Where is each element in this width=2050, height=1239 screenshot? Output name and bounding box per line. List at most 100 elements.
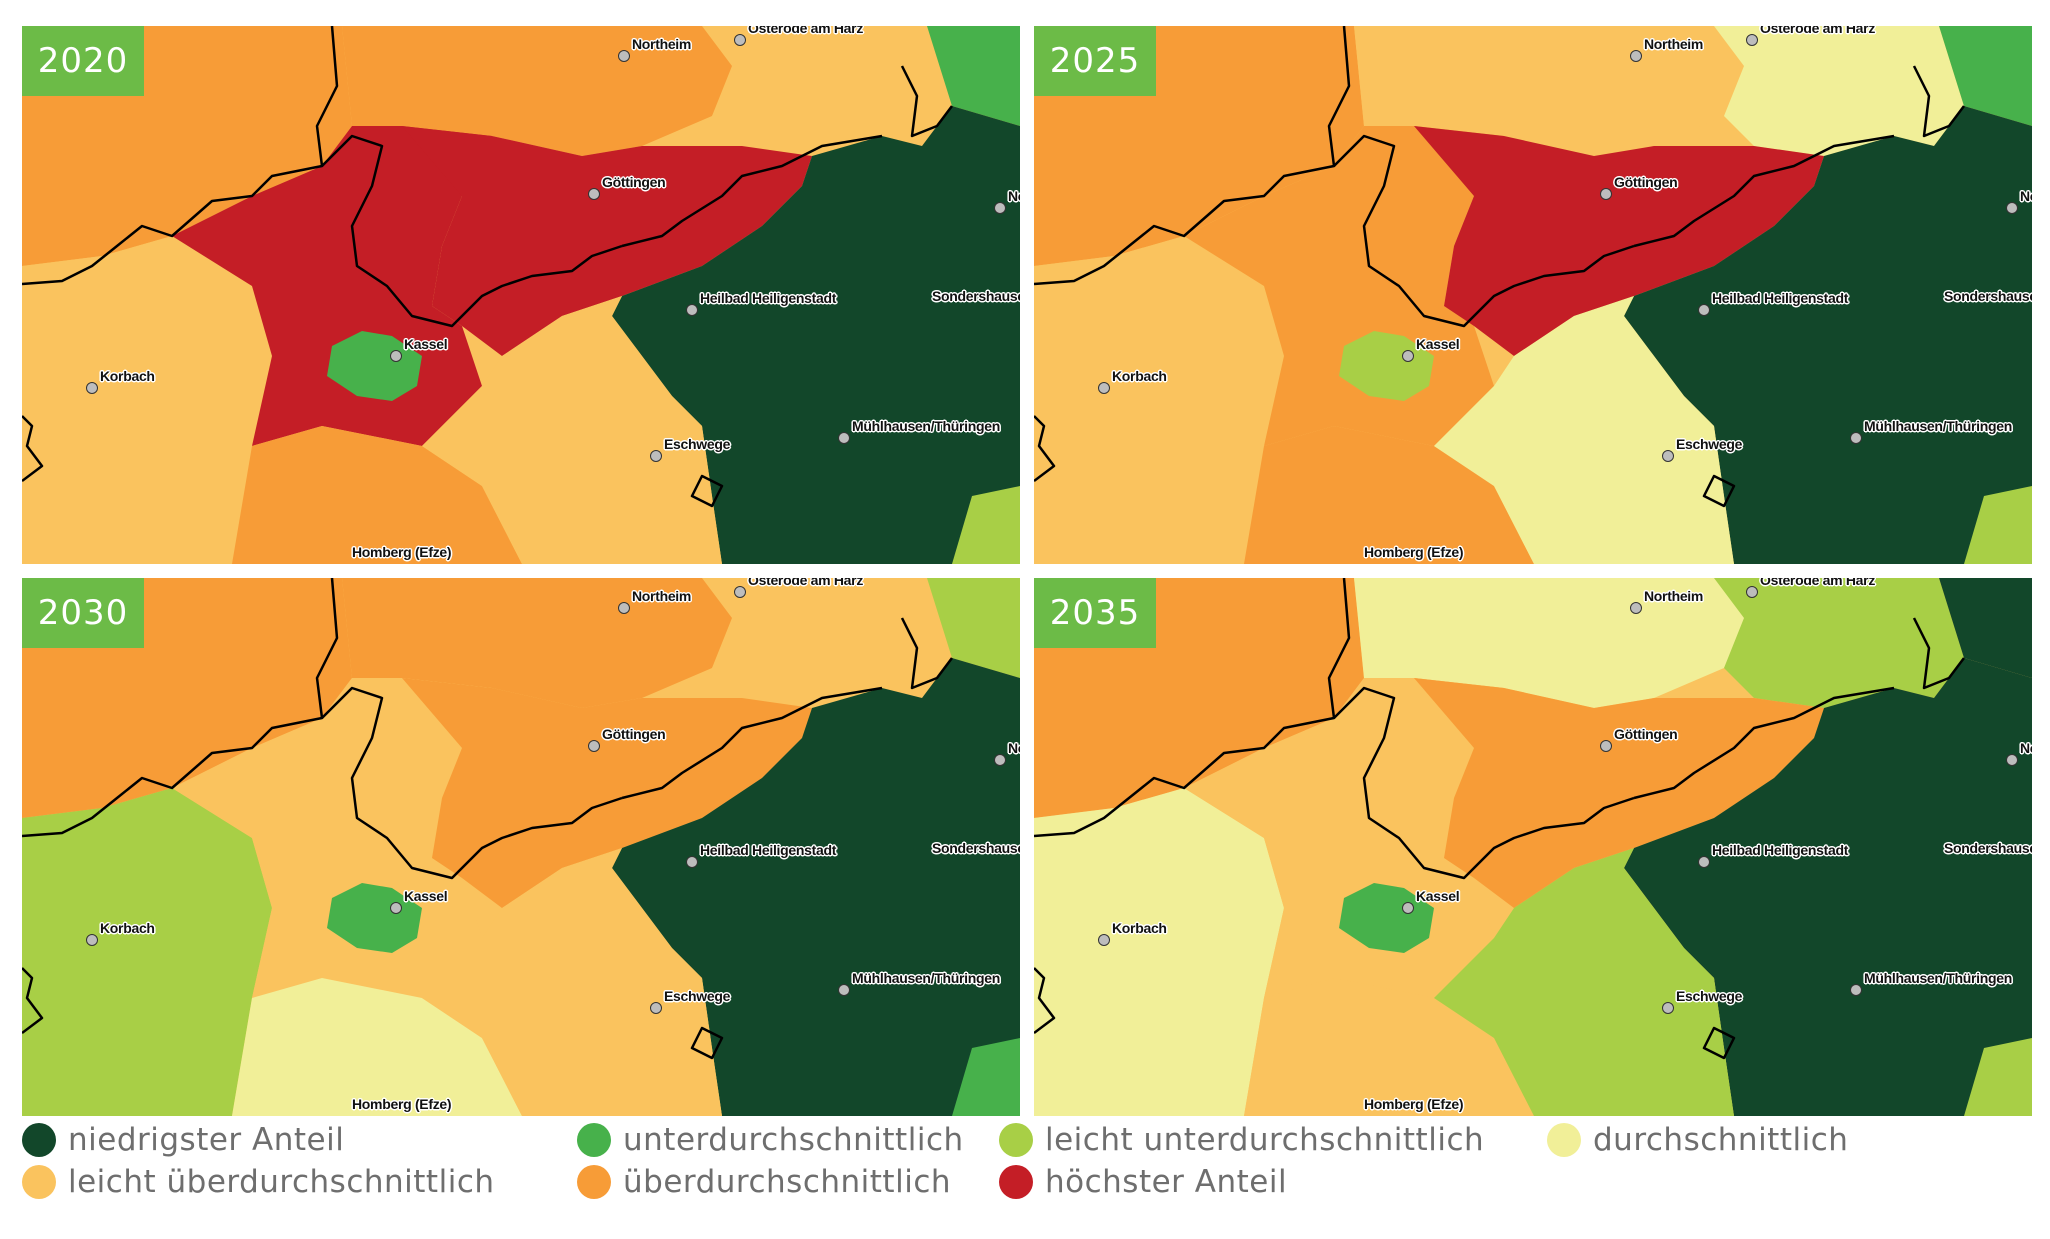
choropleth-map [1034, 578, 2032, 1116]
state-border [900, 617, 953, 690]
region-w [22, 236, 272, 564]
city-label: Homberg (Efze) [352, 1096, 452, 1112]
city-label: Homberg (Efze) [352, 544, 452, 560]
region-goe [402, 678, 812, 908]
region-fne [1939, 26, 2032, 126]
city-label: Nordhausen [1008, 740, 1020, 756]
city-dot-icon [734, 586, 746, 598]
state-border [1333, 134, 1635, 328]
city-label: Heilbad Heiligenstadt [1712, 842, 1849, 858]
city-dot-icon [1600, 188, 1612, 200]
map-panel-2020: 2020 Northeim Osterode am Harz Göttingen Nor… [22, 26, 1020, 564]
choropleth-map [22, 26, 1020, 564]
city-label: Heilbad Heiligenstadt [1712, 290, 1849, 306]
map-panel-2035: 2035 Northeim Osterode am Harz Göttingen Nor… [1034, 578, 2032, 1116]
state-border [1034, 26, 1351, 286]
map-panel-2025: 2025 Northeim Osterode am Harz Göttingen Nor… [1034, 26, 2032, 564]
legend: niedrigster Anteil unterdurchschnittlich… [22, 1120, 2042, 1230]
city-dot-icon [588, 188, 600, 200]
region-e [612, 106, 1020, 564]
region-sw [1244, 426, 1534, 564]
city-dot-icon [86, 934, 98, 946]
state-border [22, 26, 339, 286]
city-label: Homberg (Efze) [1364, 1096, 1464, 1112]
city-dot-icon [588, 740, 600, 752]
state-border [1034, 967, 1056, 1034]
city-dot-icon [1098, 934, 1110, 946]
region-ne [702, 26, 952, 156]
region-e [1624, 106, 2032, 564]
city-dot-icon [390, 902, 402, 914]
city-label: Northeim [632, 36, 692, 52]
city-label: Göttingen [602, 174, 666, 190]
region-n [342, 26, 742, 156]
city-dot-icon [686, 304, 698, 316]
year-badge: 2035 [1034, 578, 1156, 648]
city-dot-icon [1098, 382, 1110, 394]
state-border [1702, 1026, 1736, 1060]
city-dot-icon [1850, 984, 1862, 996]
state-border [1333, 686, 1635, 880]
region-e [612, 658, 1020, 1116]
city-label: Kassel [404, 888, 448, 904]
state-border [621, 134, 883, 248]
map-panel-2030: 2030 Northeim Osterode am Harz Göttingen Nor… [22, 578, 1020, 1116]
city-label: Eschwege [1676, 436, 1743, 452]
region-fse [1964, 1038, 2032, 1116]
city-dot-icon [2006, 754, 2018, 766]
year-badge: 2030 [22, 578, 144, 648]
city-dot-icon [1402, 902, 1414, 914]
city-label: Mühlhausen/Thüringen [1864, 970, 2012, 986]
state-border [1912, 65, 1965, 138]
city-dot-icon [1746, 34, 1758, 46]
state-border [1633, 134, 1895, 248]
city-dot-icon [838, 984, 850, 996]
region-se [422, 296, 722, 564]
city-label: Kassel [1416, 336, 1460, 352]
legend-label: leicht unterdurchschnittlich [1045, 1122, 1485, 1158]
city-dot-icon [1662, 1002, 1674, 1014]
state-border [1912, 617, 1965, 690]
city-label: Eschwege [664, 436, 731, 452]
state-border [22, 967, 44, 1034]
region-ne [1714, 26, 1964, 156]
legend-label: höchster Anteil [1045, 1164, 1288, 1200]
city-dot-icon [1698, 856, 1710, 868]
city-label: Kassel [404, 336, 448, 352]
legend-swatch [577, 1123, 611, 1157]
legend-swatch [1547, 1123, 1581, 1157]
city-label: Heilbad Heiligenstadt [700, 842, 837, 858]
region-sw [232, 426, 522, 564]
city-label: Osterode am Harz [748, 26, 864, 36]
region-n [1354, 578, 1754, 708]
region-e [1624, 658, 2032, 1116]
city-label: Mühlhausen/Thüringen [1864, 418, 2012, 434]
region-n [342, 578, 742, 708]
city-dot-icon [650, 1002, 662, 1014]
region-ne [1714, 578, 1964, 708]
city-label: Homberg (Efze) [1364, 544, 1464, 560]
legend-label: durchschnittlich [1593, 1122, 1849, 1158]
legend-swatch [999, 1165, 1033, 1199]
legend-label: überdurchschnittlich [623, 1164, 952, 1200]
state-border [1633, 686, 1895, 800]
region-se [1434, 296, 1734, 564]
region-w [22, 788, 272, 1116]
region-fne [927, 578, 1020, 678]
city-dot-icon [734, 34, 746, 46]
city-label: Osterode am Harz [748, 578, 864, 588]
state-border [321, 134, 623, 328]
region-sw [232, 978, 522, 1116]
choropleth-map [1034, 26, 2032, 564]
state-border [621, 686, 883, 800]
city-label: Nordhausen [2020, 188, 2032, 204]
region-kassel [1339, 883, 1434, 953]
state-border [321, 686, 623, 880]
city-label: Sondershausen [1944, 840, 2032, 856]
city-label: Osterode am Harz [1760, 578, 1876, 588]
city-label: Eschwege [664, 988, 731, 1004]
city-label: Mühlhausen/Thüringen [852, 970, 1000, 986]
region-fse [1964, 486, 2032, 564]
region-kassel [327, 331, 422, 401]
region-w [1034, 788, 1284, 1116]
